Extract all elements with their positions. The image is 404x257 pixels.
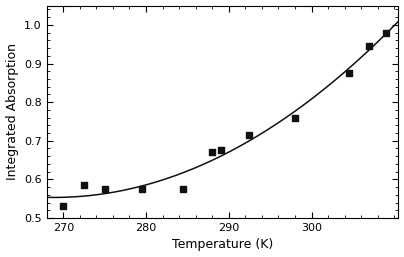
Point [180, 187, 187, 191]
Point [101, 187, 108, 191]
Point [209, 150, 215, 154]
Point [383, 31, 389, 35]
Point [139, 187, 145, 191]
Point [366, 44, 373, 48]
Point [246, 133, 253, 137]
Point [345, 71, 352, 75]
Point [60, 204, 67, 208]
Point [292, 116, 298, 120]
X-axis label: Temperature (K): Temperature (K) [172, 238, 273, 251]
Y-axis label: Integrated Absorption: Integrated Absorption [6, 43, 19, 180]
Point [81, 183, 87, 187]
Point [217, 148, 224, 152]
